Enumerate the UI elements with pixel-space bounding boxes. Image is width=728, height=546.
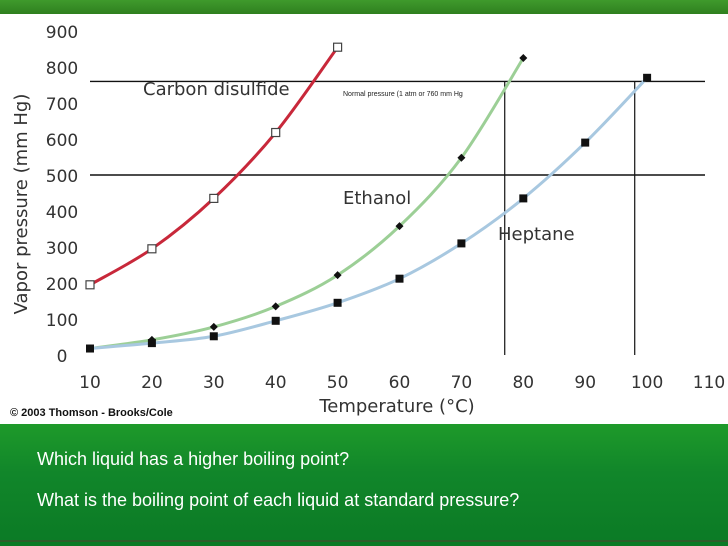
bottom-divider [0,540,728,542]
y-tick-label-800: 800 [46,59,78,79]
x-tick-label-100: 100 [631,373,663,393]
x-tick-label-110: 110 [693,373,725,393]
data-point-ethanol-60 [395,222,404,231]
y-tick-label-900: 900 [46,23,78,43]
x-axis-label: Temperature (°C) [318,396,474,417]
data-point-heptane-100 [643,73,652,82]
x-tick-label-70: 70 [451,373,473,393]
x-tick-label-50: 50 [327,373,349,393]
chart-panel: 0 100 200 300 400 500 600 700 800 900 10 20 30 40 50 60… [0,14,728,424]
copyright-label: © 2003 Thomson - Brooks/Cole [10,407,173,419]
data-point-heptane-50 [333,298,342,307]
y-tick-label-400: 400 [46,203,78,223]
data-point-ethanol-70 [457,153,466,162]
normal-pressure-annotation: Normal pressure (1 atm or 760 mm Hg [343,91,463,98]
y-tick-label-700: 700 [46,95,78,115]
data-point-ethanol-80 [519,54,528,62]
x-tick-label-20: 20 [141,373,163,393]
x-tick-label-80: 80 [512,373,534,393]
y-tick-label-500: 500 [46,167,78,187]
x-tick-label-60: 60 [389,373,411,393]
question-1: Which liquid has a higher boiling point? [37,449,350,469]
data-point-ethanol-50 [333,271,342,280]
data-point-carbon-disulfide-10 [85,280,95,290]
x-tick-label-10: 10 [79,373,101,393]
series-label-carbon-disulfide: Carbon disulfide [143,79,290,100]
data-point-carbon-disulfide-30 [209,193,219,203]
y-tick-label-600: 600 [46,131,78,151]
series-line-heptane [89,76,649,351]
y-axis-label: Vapor pressure (mm Hg) [11,94,32,315]
data-point-carbon-disulfide-40 [271,127,281,138]
data-point-heptane-30 [209,332,218,341]
x-tick-label-40: 40 [265,373,287,393]
y-tick-label-0: 0 [57,347,68,367]
data-point-heptane-40 [271,316,280,325]
question-band [0,424,728,546]
data-point-carbon-disulfide-20 [147,244,157,254]
y-tick-label-200: 200 [46,275,78,295]
series-label-heptane: Heptane [498,224,575,245]
series-label-ethanol: Ethanol [343,188,411,209]
x-tick-label-90: 90 [574,373,596,393]
data-point-heptane-80 [519,194,528,203]
y-tick-label-300: 300 [46,239,78,259]
top-band [0,0,728,14]
data-point-heptane-60 [395,274,404,283]
series-line-ethanol [89,57,525,351]
x-tick-label-30: 30 [203,373,225,393]
question-2: What is the boiling point of each liquid… [37,490,520,510]
data-point-heptane-20 [147,339,156,348]
vapor-pressure-chart: 0 100 200 300 400 500 600 700 800 900 10 20 30 40 50 60… [10,23,725,419]
data-point-carbon-disulfide-50 [333,42,343,52]
data-point-heptane-70 [457,239,466,248]
y-tick-label-100: 100 [46,311,78,331]
data-point-heptane-10 [86,344,94,353]
data-point-ethanol-40 [271,302,280,311]
data-point-heptane-90 [581,138,590,147]
data-point-ethanol-30 [209,322,218,331]
